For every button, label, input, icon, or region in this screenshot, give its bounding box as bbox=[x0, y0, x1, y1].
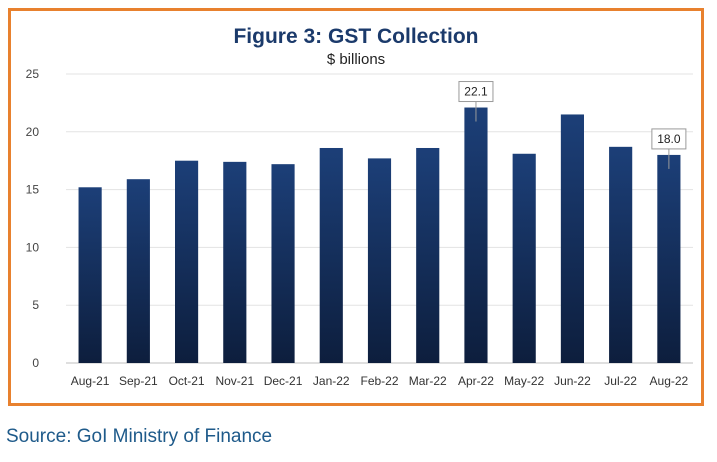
data-label-Aug-22: 18.0 bbox=[651, 128, 687, 169]
bar-chart: 0 5 10 15 20 25 Aug-21 Sep-21 Oct-21 Nov-21 Dec-2… bbox=[26, 67, 693, 388]
bar-Jun-22 bbox=[560, 114, 584, 364]
x-tick-label: Aug-21 bbox=[71, 374, 110, 388]
y-tick-label: 25 bbox=[26, 67, 40, 81]
x-tick-label: Dec-21 bbox=[264, 374, 303, 388]
x-tick-label: Jun-22 bbox=[554, 374, 591, 388]
bar-Jan-22 bbox=[319, 147, 343, 363]
bar-Aug-22 bbox=[657, 154, 681, 363]
data-label-Apr-22: 22.1 bbox=[458, 81, 494, 122]
chart-title: Figure 3: GST Collection bbox=[233, 25, 479, 48]
y-tick-label: 15 bbox=[26, 183, 40, 197]
bar-Aug-21 bbox=[78, 187, 102, 363]
source-note: Source: GoI Ministry of Finance bbox=[6, 426, 273, 447]
x-tick-label: Apr-22 bbox=[458, 374, 494, 388]
bar-Oct-21 bbox=[175, 160, 199, 363]
bar-Feb-22 bbox=[367, 158, 392, 363]
x-tick-label: Jan-22 bbox=[313, 374, 350, 388]
bar-Mar-22 bbox=[416, 147, 440, 363]
x-tick-label: Sep-21 bbox=[119, 374, 158, 388]
x-tick-label: Oct-21 bbox=[169, 374, 205, 388]
bar-Nov-21 bbox=[223, 161, 247, 363]
bar-Apr-22 bbox=[464, 107, 488, 363]
data-label-text: 18.0 bbox=[657, 132, 681, 146]
chart-frame: Figure 3: GST Collection $ billions 0 5 10… bbox=[8, 8, 704, 406]
x-tick-label: Aug-22 bbox=[650, 374, 689, 388]
x-tick-label: May-22 bbox=[504, 374, 544, 388]
data-label-text: 22.1 bbox=[464, 85, 488, 99]
x-tick-label: Jul-22 bbox=[604, 374, 637, 388]
bar-May-22 bbox=[512, 153, 536, 363]
bar-Sep-21 bbox=[126, 179, 150, 363]
x-tick-label: Mar-22 bbox=[409, 374, 447, 388]
bar-Jul-22 bbox=[609, 146, 633, 363]
x-tick-label: Feb-22 bbox=[360, 374, 398, 388]
bar-Dec-21 bbox=[271, 164, 295, 363]
x-tick-label: Nov-21 bbox=[215, 374, 254, 388]
y-tick-label: 0 bbox=[32, 356, 39, 370]
y-tick-label: 20 bbox=[26, 125, 40, 139]
y-tick-label: 10 bbox=[26, 240, 40, 254]
chart-subtitle: $ billions bbox=[326, 51, 386, 68]
y-tick-label: 5 bbox=[32, 298, 39, 312]
